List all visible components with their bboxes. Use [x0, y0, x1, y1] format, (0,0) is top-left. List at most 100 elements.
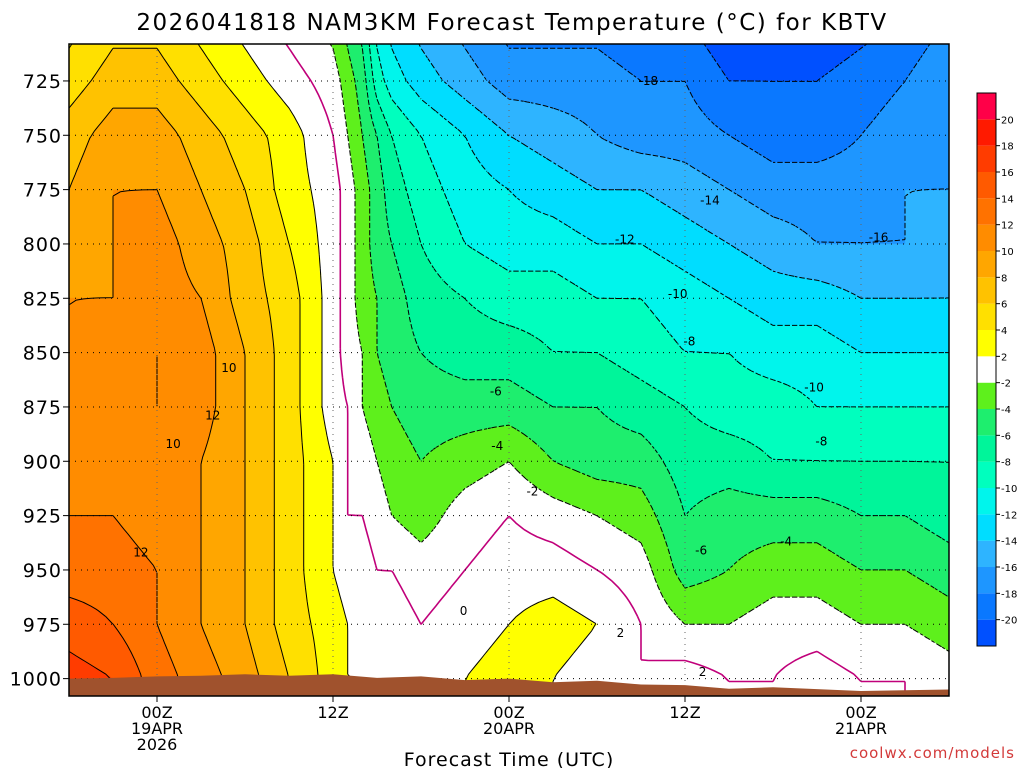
isotherm-m18 — [505, 44, 931, 163]
y-tick-label: 725 — [23, 71, 62, 93]
isotherm-2 — [241, 44, 597, 696]
colorbar-swatch — [977, 93, 996, 120]
colorbar-swatch — [977, 461, 996, 488]
contour-label: -6 — [695, 543, 707, 557]
colorbar-swatch — [977, 619, 996, 646]
x-tick-label: 19APR — [131, 719, 183, 738]
y-tick-label: 775 — [23, 180, 62, 202]
y-tick-label: 950 — [23, 560, 62, 582]
terrain-ground — [69, 674, 949, 696]
x-tick-label: 12Z — [317, 703, 348, 722]
colorbar-swatch — [977, 567, 996, 594]
colorbar-swatch — [977, 277, 996, 304]
x-tick-label: 21APR — [835, 719, 887, 738]
colorbar-label: -18 — [1001, 589, 1017, 600]
contour-label: 2 — [699, 665, 707, 679]
isotherm-m10 — [376, 44, 949, 408]
colorbar-label: 8 — [1001, 273, 1007, 284]
isotherm-m12 — [390, 44, 949, 354]
contour-label: 2 — [617, 626, 625, 640]
contour-label: -8 — [683, 335, 695, 349]
contour-label: -16 — [869, 230, 889, 244]
colorbar-label: 18 — [1001, 142, 1014, 153]
chart-title: 2026041818 NAM3KM Forecast Temperature (… — [136, 10, 887, 36]
x-tick-label: 2026 — [137, 735, 178, 754]
y-tick-label: 1000 — [10, 669, 62, 691]
isotherm-m6 — [360, 44, 949, 544]
isotherm-m4 — [346, 44, 949, 598]
colorbar-swatch — [977, 488, 996, 515]
isotherm-m16 — [461, 44, 949, 244]
colorbar-swatch — [977, 172, 996, 199]
isotherm-10 — [69, 189, 224, 696]
contour-label: -18 — [639, 74, 659, 88]
contour-label: -10 — [804, 380, 824, 394]
colorbar-label: -20 — [1001, 616, 1017, 627]
isotherm-6 — [69, 47, 290, 696]
colorbar-label: -4 — [1001, 405, 1011, 416]
x-tick-label: 20APR — [483, 719, 535, 738]
colorbar-label: 6 — [1001, 300, 1007, 311]
colorbar-swatch — [977, 409, 996, 436]
y-tick-label: 975 — [23, 614, 62, 636]
isotherm-m14 — [418, 44, 949, 299]
colorbar-label: 16 — [1001, 168, 1014, 179]
colorbar-label: -12 — [1001, 510, 1017, 521]
y-axis: 725 750 775 800 825 850 875 900 925 950 975 1000 — [10, 71, 69, 691]
y-tick-label: 750 — [23, 125, 62, 147]
colorbar-label: 14 — [1001, 194, 1014, 205]
colorbar-label: 10 — [1001, 247, 1014, 258]
colorbar-label: -14 — [1001, 537, 1017, 548]
colorbar-swatch — [977, 540, 996, 567]
colorbar-swatch — [977, 251, 996, 278]
contour-label: -12 — [615, 233, 635, 247]
contour-label: -10 — [668, 287, 688, 301]
colorbar-swatch — [977, 303, 996, 330]
colorbar-label: -10 — [1001, 484, 1017, 495]
y-tick-label: 850 — [23, 343, 62, 365]
watermark: coolwx.com/models — [850, 744, 1015, 762]
y-tick-label: 875 — [23, 397, 62, 419]
x-tick-label: 00Z — [141, 703, 172, 722]
colorbar-swatch — [977, 145, 996, 172]
colorbar-label: 12 — [1001, 221, 1014, 232]
gridlines — [69, 44, 949, 696]
colorbar-swatch — [977, 435, 996, 462]
colorbar-label: -16 — [1001, 563, 1017, 574]
isotherm-12 — [69, 355, 180, 696]
colorbar-frame — [976, 92, 997, 647]
isotherm-4 — [69, 44, 319, 696]
isotherm-m20 — [703, 44, 868, 82]
y-tick-label: 925 — [23, 506, 62, 528]
contour-label: -4 — [780, 535, 792, 549]
contour-label: 12 — [205, 409, 220, 423]
y-tick-label: 800 — [23, 234, 62, 256]
x-tick-label: 00Z — [493, 703, 524, 722]
contour-label: 12 — [133, 546, 148, 560]
isotherm-lines — [69, 44, 949, 696]
y-tick-label: 900 — [23, 451, 62, 473]
contour-label: 10 — [221, 361, 236, 375]
colorbar-swatch — [977, 198, 996, 225]
x-tick-label: 00Z — [845, 703, 876, 722]
colorbar-label: -6 — [1001, 431, 1011, 442]
colorbar-label: -8 — [1001, 458, 1011, 469]
isotherm-m8 — [368, 44, 949, 463]
colorbar-label: 20 — [1001, 115, 1014, 126]
plot-area: -18 -16 -14 -12 -10 -8 -10 -6 -8 -4 -2 -6 -4 0 2 2 12 10 1… — [69, 44, 949, 696]
isotherm-0 — [285, 44, 906, 696]
x-axis-label: Forecast Time (UTC) — [404, 749, 614, 768]
contour-labels: -18 -16 -14 -12 -10 -8 -10 -6 -8 -4 -2 -6 -4 0 2 2 12 10 1… — [133, 74, 888, 679]
colorbar-swatch — [977, 593, 996, 620]
contour-label: -14 — [700, 193, 720, 207]
colorbar-swatch — [977, 382, 996, 409]
colorbar-label: 4 — [1001, 326, 1007, 337]
colorbar-swatch — [977, 119, 996, 146]
colorbar-swatch — [977, 330, 996, 357]
contour-label: -4 — [491, 439, 503, 453]
contour-label: 10 — [165, 437, 180, 451]
contour-label: -6 — [490, 385, 502, 399]
contour-label: -2 — [526, 485, 538, 499]
